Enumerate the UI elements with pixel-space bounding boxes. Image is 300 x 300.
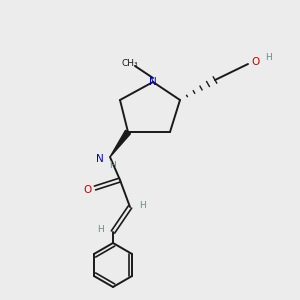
- Text: CH₃: CH₃: [122, 59, 138, 68]
- Text: N: N: [149, 77, 157, 87]
- Text: H: H: [98, 226, 104, 235]
- Text: N: N: [96, 154, 104, 164]
- Text: H: H: [139, 202, 145, 211]
- Text: H: H: [265, 53, 272, 62]
- Text: H: H: [109, 160, 116, 169]
- Polygon shape: [110, 130, 130, 157]
- Text: O: O: [83, 185, 91, 195]
- Text: O: O: [252, 57, 260, 67]
